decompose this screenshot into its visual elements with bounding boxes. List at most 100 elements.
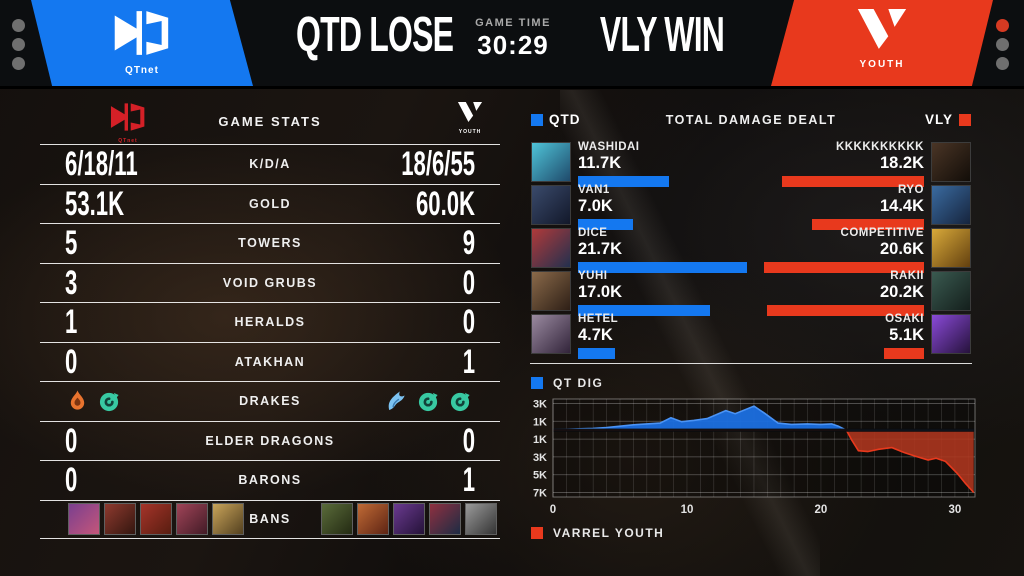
damage-bar xyxy=(578,348,615,359)
damage-panel-header: QTD TOTAL DAMAGE DEALT VLY xyxy=(522,112,980,128)
stat-right-value: 1 xyxy=(462,460,475,499)
stat-right-value: 1 xyxy=(462,341,475,381)
svg-text:3K: 3K xyxy=(533,452,547,464)
stat-left-value: 5 xyxy=(65,223,78,262)
ocean-drake-icon xyxy=(417,390,440,413)
stat-left-value: 0 xyxy=(65,341,78,381)
chart-legend-qt-dig-label: QT DIG xyxy=(553,376,604,390)
qtd-team-label: QTD xyxy=(549,112,581,127)
damage-bar xyxy=(782,176,924,187)
champion-portrait xyxy=(931,142,971,182)
banned-champion-portrait xyxy=(104,503,136,536)
svg-text:20: 20 xyxy=(815,504,828,516)
player-damage-right: KKKKKKKKKK 18.2K xyxy=(754,141,924,187)
champion-portrait xyxy=(931,314,971,354)
damage-value: 5.1K xyxy=(889,326,924,344)
qtnet-logo-icon xyxy=(102,9,182,62)
dot-icon xyxy=(996,38,1009,51)
game-stats-header: QTnet GAME STATS YOUTH xyxy=(40,100,500,144)
stat-right-value: 0 xyxy=(462,420,475,460)
blue-legend-square-icon xyxy=(531,377,543,389)
stat-row-barons: 0 BARONS 1 xyxy=(40,460,500,500)
stat-row-elder-dragons: 0 ELDER DRAGONS 0 xyxy=(40,420,500,461)
game-stats-title: GAME STATS xyxy=(218,114,322,129)
chart-legend-varrel-youth: VARREL YOUTH xyxy=(531,526,664,540)
player-name: VAN1 xyxy=(578,184,610,196)
stat-left-value: 0 xyxy=(65,460,78,499)
damage-value: 7.0K xyxy=(578,197,613,215)
qtnet-logo-icon xyxy=(110,103,145,131)
champion-portrait xyxy=(531,142,571,182)
player-name: COMPETITIVE xyxy=(840,227,924,239)
cloud-drake-icon xyxy=(385,390,408,413)
banned-champion-portrait xyxy=(321,503,353,536)
left-result-text: QTD LOSE xyxy=(296,8,454,62)
banned-champion-portrait xyxy=(176,503,208,536)
svg-text:0: 0 xyxy=(550,504,556,516)
damage-row: HETEL 4.7K OSAKI 5.1K xyxy=(522,313,980,359)
dot-icon xyxy=(12,19,25,32)
game-time-label: GAME TIME xyxy=(475,17,551,29)
chart-legend-varrel-youth-label: VARREL YOUTH xyxy=(553,526,665,540)
champion-portrait xyxy=(931,271,971,311)
stat-left-value: 0 xyxy=(65,420,78,460)
player-damage-right: RYO 14.4K xyxy=(754,184,924,230)
stat-row-void-grubs: 3 VOID GRUBS 0 xyxy=(40,262,500,303)
stat-label: BANS xyxy=(249,512,291,527)
damage-value: 4.7K xyxy=(578,326,613,344)
svg-text:3K: 3K xyxy=(533,398,547,410)
champion-portrait xyxy=(931,185,971,225)
champion-portrait xyxy=(531,271,571,311)
youth-team-logo: YOUTH xyxy=(842,9,922,70)
stat-right-value: 18/6/55 xyxy=(401,144,475,183)
qtnet-logo-label: QTnet xyxy=(125,65,159,76)
dot-icon xyxy=(996,19,1009,32)
player-name: KKKKKKKKKK xyxy=(835,141,924,153)
qtd-color-square xyxy=(531,114,543,126)
chart-legend-qt-dig: QT DIG xyxy=(531,376,603,390)
damage-row: WASHIDAI 11.7K KKKKKKKKKK 18.2K xyxy=(522,141,980,187)
damage-panel: QTD TOTAL DAMAGE DEALT VLY WASHIDAI 11.7K… xyxy=(522,106,980,576)
dot-icon xyxy=(12,57,25,70)
qtnet-team-logo: QTnet xyxy=(102,9,182,76)
damage-value: 14.4K xyxy=(879,197,924,215)
stat-label: VOID GRUBS xyxy=(222,275,318,290)
stat-left-value: 53.1K xyxy=(65,183,125,223)
damage-bar xyxy=(578,305,710,316)
banned-champion-portrait xyxy=(465,503,497,536)
ocean-drake-icon xyxy=(98,390,121,413)
stat-left-value: 3 xyxy=(65,262,78,302)
youth-logo-icon xyxy=(457,102,483,122)
vly-color-square xyxy=(959,114,971,126)
game-stats-panel: QTnet GAME STATS YOUTH 6/18/11 K/D/A 18/… xyxy=(40,100,500,539)
svg-text:1K: 1K xyxy=(533,434,547,446)
infernal-drake-icon xyxy=(66,390,89,413)
stat-label: GOLD xyxy=(248,196,292,211)
dot-icon xyxy=(12,38,25,51)
qtnet-small-logo-label: QTnet xyxy=(118,138,138,144)
player-damage-right: COMPETITIVE 20.6K xyxy=(754,227,924,273)
youth-small-logo-label: YOUTH xyxy=(458,129,482,135)
banned-champion-portrait xyxy=(357,503,389,536)
game-time-value: 30:29 xyxy=(477,30,549,60)
player-name: YUHI xyxy=(578,270,608,282)
left-dots-decoration xyxy=(12,19,26,76)
player-damage-right: RAKII 20.2K xyxy=(754,270,924,316)
svg-text:1K: 1K xyxy=(533,416,547,428)
stat-right-value: 9 xyxy=(462,223,475,262)
player-name: RAKII xyxy=(890,270,924,282)
damage-value: 17.0K xyxy=(578,283,623,301)
drakes-left-icons xyxy=(66,390,121,413)
damage-row: DICE 21.7K COMPETITIVE 20.6K xyxy=(522,227,980,273)
dot-icon xyxy=(996,57,1009,70)
svg-text:7K: 7K xyxy=(533,488,547,500)
banned-champion-portrait xyxy=(393,503,425,536)
right-dots-decoration xyxy=(996,19,1010,76)
champion-portrait xyxy=(531,185,571,225)
stat-right-value: 0 xyxy=(462,262,475,302)
stat-row-atakhan: 0 ATAKHAN 1 xyxy=(40,341,500,382)
player-name: OSAKI xyxy=(885,313,924,325)
damage-bar xyxy=(812,219,924,230)
player-name: WASHIDAI xyxy=(578,141,640,153)
svg-text:10: 10 xyxy=(681,504,694,516)
